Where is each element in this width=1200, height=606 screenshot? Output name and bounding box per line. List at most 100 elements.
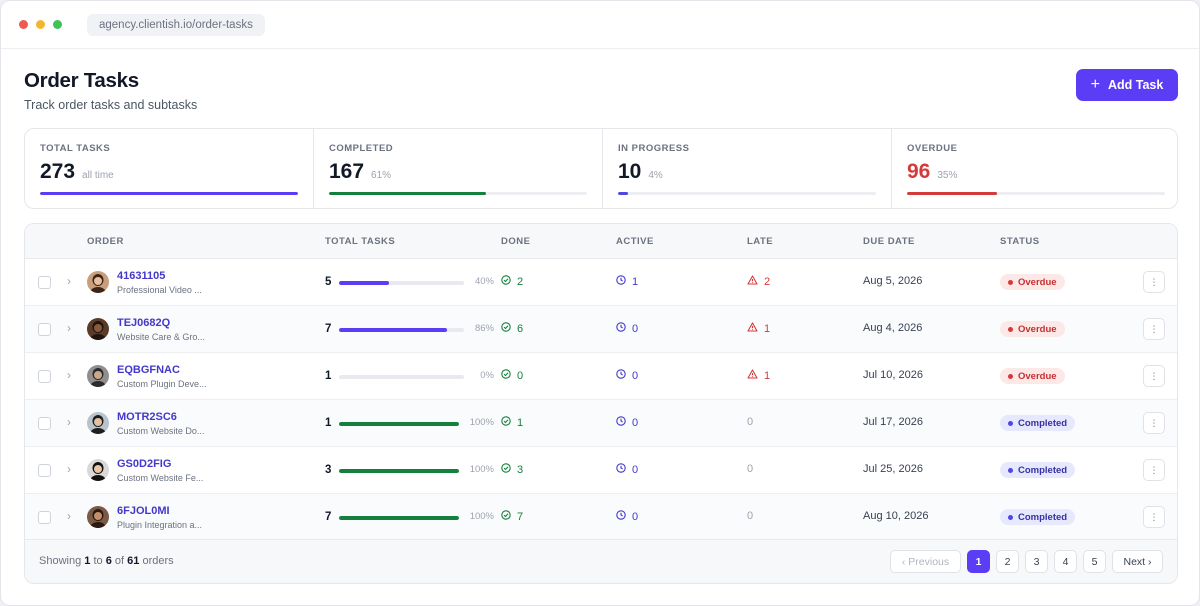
page-button-4[interactable]: 4 — [1054, 550, 1077, 573]
task-progress-bar — [339, 516, 459, 520]
client-avatar — [87, 271, 109, 293]
check-circle-icon — [501, 463, 511, 476]
stat-label: IN PROGRESS — [618, 143, 690, 154]
row-actions-button[interactable]: ⋮ — [1143, 271, 1165, 293]
row-actions-button[interactable]: ⋮ — [1143, 318, 1165, 340]
row-actions-button[interactable]: ⋮ — [1143, 412, 1165, 434]
table-row[interactable]: › 6FJOL0MI Plugin Integration a... 7 100… — [25, 494, 1177, 541]
row-checkbox[interactable] — [38, 323, 51, 336]
minimize-window-dot[interactable] — [36, 20, 45, 29]
done-value: 3 — [517, 463, 524, 476]
done-count: 6 — [501, 322, 523, 335]
check-circle-icon — [501, 416, 511, 429]
expand-chevron-icon[interactable]: › — [67, 274, 71, 288]
active-count: 0 — [616, 369, 638, 382]
header-status[interactable]: STATUS — [1000, 236, 1040, 247]
header-order[interactable]: ORDER — [87, 236, 124, 247]
total-tasks-count: 7 — [325, 323, 332, 335]
status-badge: Overdue — [1000, 368, 1065, 384]
order-id-link[interactable]: 41631105 — [117, 270, 166, 282]
stat-card-in-progress: IN PROGRESS 10 4% — [603, 129, 892, 208]
stat-sub: all time — [82, 170, 114, 181]
expand-chevron-icon[interactable]: › — [67, 321, 71, 335]
late-value: 0 — [747, 463, 754, 475]
order-id-link[interactable]: TEJ0682Q — [117, 317, 171, 329]
header-active[interactable]: ACTIVE — [616, 236, 654, 247]
previous-page-button[interactable]: ‹ Previous — [890, 550, 961, 573]
row-checkbox[interactable] — [38, 417, 51, 430]
expand-chevron-icon[interactable]: › — [67, 368, 71, 382]
stat-label: OVERDUE — [907, 143, 958, 154]
expand-chevron-icon[interactable]: › — [67, 462, 71, 476]
add-task-button[interactable]: + Add Task — [1076, 69, 1178, 101]
stat-value: 10 — [618, 160, 642, 183]
header-late[interactable]: LATE — [747, 236, 774, 247]
stat-row: 10 4% — [618, 160, 876, 184]
late-count: 1 — [747, 369, 770, 382]
clock-icon — [616, 275, 626, 288]
late-count: 1 — [747, 322, 770, 335]
task-progress-percent: 40% — [474, 276, 494, 287]
page-subtitle: Track order tasks and subtasks — [24, 98, 198, 112]
expand-chevron-icon[interactable]: › — [67, 509, 71, 523]
done-count: 0 — [501, 369, 523, 382]
done-count: 2 — [501, 275, 523, 288]
client-avatar — [87, 365, 109, 387]
warning-icon — [747, 369, 758, 382]
page-button-1[interactable]: 1 — [967, 550, 990, 573]
page-button-5[interactable]: 5 — [1083, 550, 1106, 573]
stat-card-completed: COMPLETED 167 61% — [314, 129, 603, 208]
status-dot — [1008, 514, 1013, 520]
table-row[interactable]: › EQBGFNAC Custom Plugin Deve... 1 0% 0 … — [25, 353, 1177, 400]
table-row[interactable]: › 41631105 Professional Video ... 5 40% … — [25, 259, 1177, 306]
order-id-link[interactable]: GS0D2FIG — [117, 458, 172, 470]
late-value: 1 — [764, 322, 771, 335]
task-progress-bar — [339, 281, 464, 285]
stat-value: 167 — [329, 160, 365, 183]
clock-icon — [616, 322, 626, 335]
close-window-dot[interactable] — [19, 20, 28, 29]
header-due-date[interactable]: DUE DATE — [863, 236, 915, 247]
maximize-window-dot[interactable] — [53, 20, 62, 29]
row-actions-button[interactable]: ⋮ — [1143, 459, 1165, 481]
active-count: 0 — [616, 322, 638, 335]
table-row[interactable]: › MOTR2SC6 Custom Website Do... 1 100% 1… — [25, 400, 1177, 447]
row-checkbox[interactable] — [38, 464, 51, 477]
add-task-label: Add Task — [1108, 78, 1164, 92]
header-done[interactable]: DONE — [501, 236, 531, 247]
order-id-link[interactable]: EQBGFNAC — [117, 364, 180, 376]
showing-prefix: Showing — [39, 555, 82, 567]
row-checkbox[interactable] — [38, 511, 51, 524]
order-id-link[interactable]: 6FJOL0MI — [117, 505, 170, 517]
late-value: 2 — [764, 275, 771, 288]
status-text: Completed — [1018, 464, 1068, 476]
header-total-tasks[interactable]: TOTAL TASKS — [325, 236, 396, 247]
row-checkbox[interactable] — [38, 276, 51, 289]
page-button-2[interactable]: 2 — [996, 550, 1019, 573]
table-row[interactable]: › GS0D2FIG Custom Website Fe... 3 100% 3… — [25, 447, 1177, 494]
order-id-link[interactable]: MOTR2SC6 — [117, 411, 177, 423]
stat-sub: 4% — [648, 170, 663, 181]
expand-chevron-icon[interactable]: › — [67, 415, 71, 429]
row-actions-button[interactable]: ⋮ — [1143, 506, 1165, 528]
row-checkbox[interactable] — [38, 370, 51, 383]
address-bar[interactable]: agency.clientish.io/order-tasks — [87, 13, 265, 36]
row-actions-button[interactable]: ⋮ — [1143, 365, 1165, 387]
task-progress-percent: 100% — [469, 417, 494, 428]
table-row[interactable]: › TEJ0682Q Website Care & Gro... 7 86% 6… — [25, 306, 1177, 353]
late-value: 0 — [747, 416, 754, 428]
client-avatar — [87, 506, 109, 528]
done-count: 7 — [501, 510, 523, 523]
plus-icon: + — [1090, 76, 1100, 93]
next-page-button[interactable]: Next › — [1112, 550, 1163, 573]
done-value: 6 — [517, 322, 524, 335]
stat-progress-bar — [907, 192, 1165, 195]
status-text: Overdue — [1018, 276, 1057, 288]
due-date: Jul 25, 2026 — [863, 463, 923, 475]
late-value: 0 — [747, 510, 754, 522]
page-button-3[interactable]: 3 — [1025, 550, 1048, 573]
total-tasks-count: 5 — [325, 276, 332, 288]
clock-icon — [616, 416, 626, 429]
order-description: Professional Video ... — [117, 285, 202, 295]
status-text: Completed — [1018, 417, 1068, 429]
